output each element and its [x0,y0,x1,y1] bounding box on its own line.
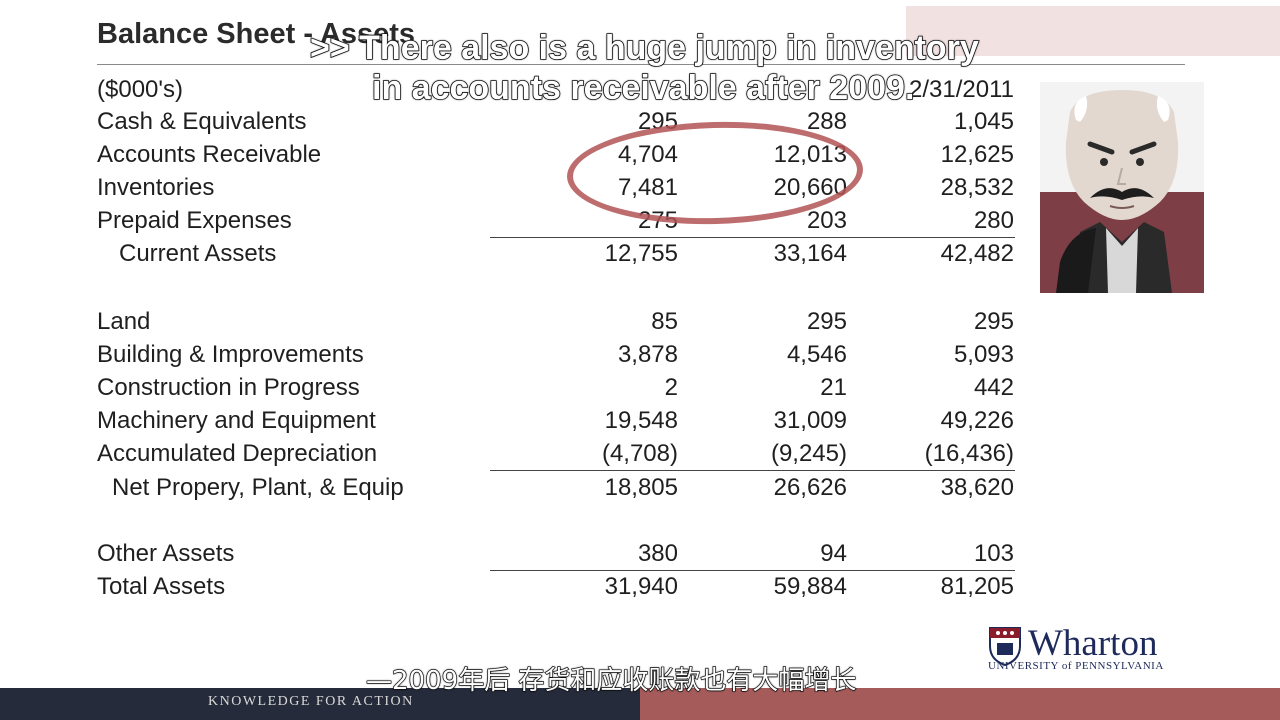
value-col3: 295 [973,308,1014,335]
table-row: Inventories 7,481 20,660 28,532 [0,174,1280,206]
presenter-illustration [1040,82,1204,293]
value-col2: 21 [820,374,847,401]
value-col2: 4,546 [786,341,847,368]
value-col1: 7,481 [617,174,678,201]
row-label: Land [97,308,151,335]
value-col3: 38,620 [940,474,1014,501]
slide-title: Balance Sheet - Assets [97,18,416,50]
value-col1: 2 [664,374,678,401]
row-label: Accounts Receivable [97,141,322,168]
row-label: Other Assets [97,540,235,567]
value-col2: 31,009 [773,407,847,434]
table-row: Building & Improvements 3,878 4,546 5,09… [0,341,1280,373]
subtotal-rule [490,237,1015,238]
total-row: Total Assets 31,940 59,884 81,205 [0,573,1280,605]
header-accent-bar [906,6,1280,56]
row-label: Total Assets [97,573,226,600]
shield-icon [989,627,1021,666]
value-col3: (16,436) [924,440,1014,467]
footer-tagline: KNOWLEDGE FOR ACTION [208,694,414,709]
value-col2: 94 [820,540,847,567]
footer-bar-left [0,688,640,720]
value-col3: 5,093 [953,341,1014,368]
caption-line-2: in accounts receivable after 2009. [371,68,915,108]
value-col2: 20,660 [773,174,847,201]
value-col3: 442 [973,374,1014,401]
caption-chinese: —2009年后 存货和应收账款也有大幅增长 [365,665,857,696]
value-col2: 59,884 [773,573,847,600]
value-col3: 1,045 [953,108,1014,135]
caption-english: >> There also is a huge jump in inventor… [309,28,1030,108]
value-col2: 12,013 [773,141,847,168]
row-label: Building & Improvements [97,341,364,368]
table-row: Cash & Equivalents 295 288 1,045 [0,108,1280,140]
wharton-logo: Wharton UNIVERSITY of PENNSYLVANIA [988,623,1198,672]
value-col2: 203 [806,207,847,234]
row-label: Machinery and Equipment [97,407,376,434]
value-col1: 31,940 [604,573,678,600]
value-col2: 295 [806,308,847,335]
value-col3: 12,625 [940,141,1014,168]
table-row: Accounts Receivable 4,704 12,013 12,625 [0,141,1280,173]
value-col2: 26,626 [773,474,847,501]
value-col2: 288 [806,108,847,135]
total-rule [490,570,1015,571]
table-row: Other Assets 380 94 103 [0,540,1280,572]
value-col3: 49,226 [940,407,1014,434]
value-col2: 33,164 [773,240,847,267]
value-col1: 18,805 [604,474,678,501]
value-col3: 42,482 [940,240,1014,267]
value-col1: 3,878 [617,341,678,368]
value-col1: 85 [651,308,678,335]
row-label: Cash & Equivalents [97,108,307,135]
row-label: Construction in Progress [97,374,360,401]
value-col2: (9,245) [770,440,847,467]
row-label: Prepaid Expenses [97,207,292,234]
footer-bar-right [640,688,1280,720]
presenter-avatar [1040,82,1204,293]
value-col1: 380 [637,540,678,567]
value-col3: 81,205 [940,573,1014,600]
subtotal-row: Net Propery, Plant, & Equip 18,805 26,62… [0,474,1280,506]
value-col3: 103 [973,540,1014,567]
table-row: Prepaid Expenses 275 203 280 [0,207,1280,239]
table-row: Accumulated Depreciation (4,708) (9,245)… [0,440,1280,472]
value-col3: 28,532 [940,174,1014,201]
row-label: Net Propery, Plant, & Equip [112,474,404,501]
value-col1: 275 [637,207,678,234]
table-row: Land 85 295 295 [0,308,1280,340]
row-label: Accumulated Depreciation [97,440,378,467]
column-header-2011: 2/31/2011 [909,76,1014,103]
value-col1: 19,548 [604,407,678,434]
value-col1: 4,704 [617,141,678,168]
units-label: ($000's) [97,76,183,103]
subtotal-rule [490,470,1015,471]
row-label: Inventories [97,174,215,201]
value-col1: 295 [637,108,678,135]
value-col1: (4,708) [601,440,678,467]
row-label: Current Assets [119,240,277,267]
caption-line-1: >> There also is a huge jump in inventor… [309,28,979,68]
title-divider [97,64,1185,65]
table-row: Machinery and Equipment 19,548 31,009 49… [0,407,1280,439]
value-col1: 12,755 [604,240,678,267]
table-row: Construction in Progress 2 21 442 [0,374,1280,406]
logo-subtitle: UNIVERSITY of PENNSYLVANIA [988,660,1164,672]
value-col3: 280 [973,207,1014,234]
subtotal-row: Current Assets 12,755 33,164 42,482 [0,240,1280,272]
logo-wordmark: Wharton [1028,623,1158,664]
